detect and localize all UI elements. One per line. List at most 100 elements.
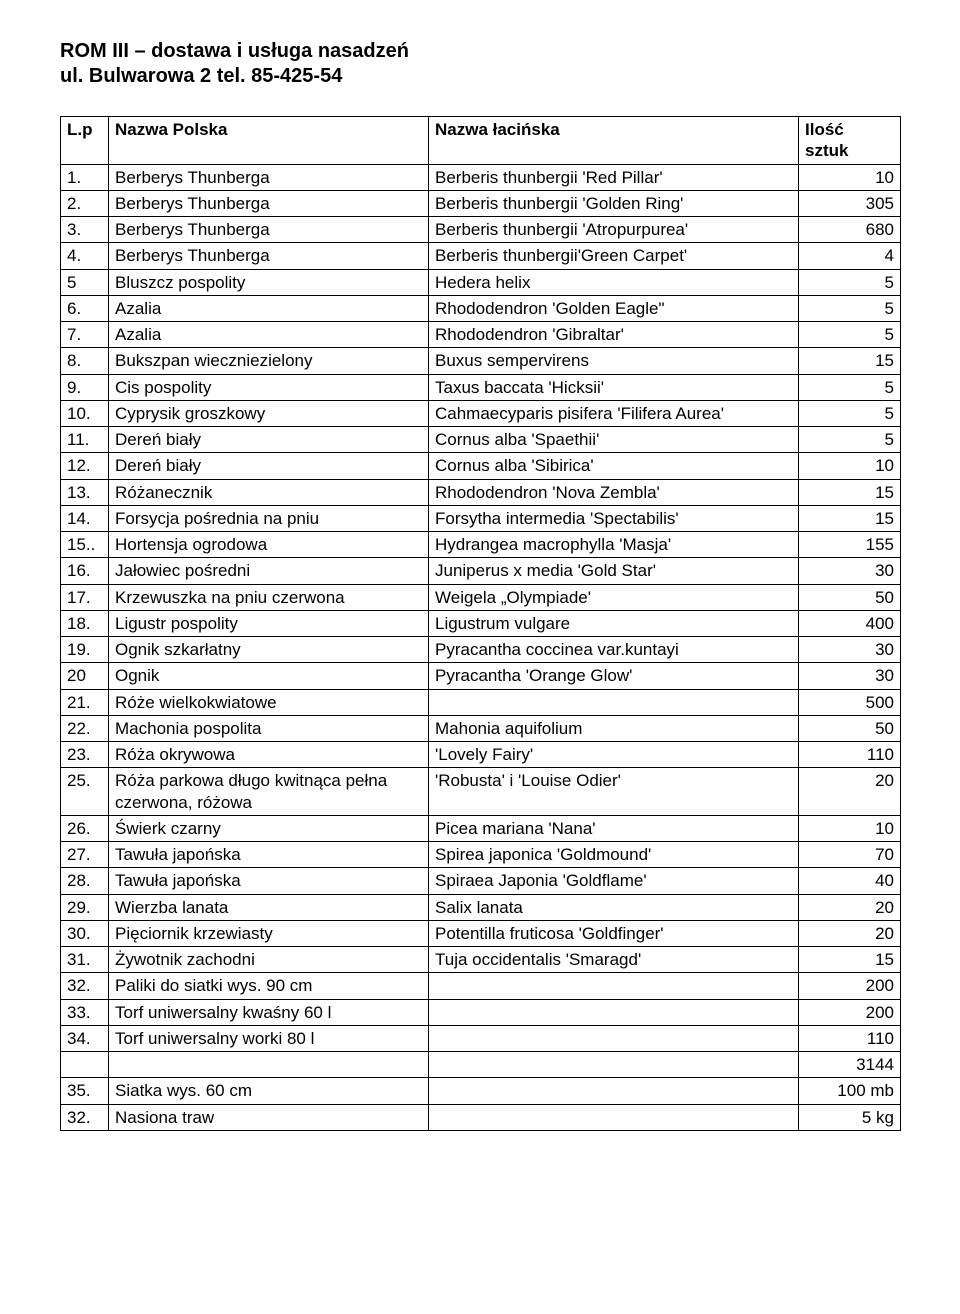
cell-polish: Nasiona traw (109, 1104, 429, 1130)
cell-qty: 15 (799, 505, 901, 531)
cell-latin: Ligustrum vulgare (429, 610, 799, 636)
cell-qty: 500 (799, 689, 901, 715)
cell-latin: Berberis thunbergii 'Golden Ring' (429, 190, 799, 216)
table-row: 27.Tawuła japońskaSpirea japonica 'Goldm… (61, 842, 901, 868)
cell-polish: Róża okrywowa (109, 742, 429, 768)
cell-latin (429, 1025, 799, 1051)
col-qty: Ilość sztuk (799, 117, 901, 165)
cell-lp: 2. (61, 190, 109, 216)
cell-polish: Krzewuszka na pniu czerwona (109, 584, 429, 610)
plants-table: L.p Nazwa Polska Nazwa łacińska Ilość sz… (60, 116, 901, 1131)
cell-lp: 10. (61, 400, 109, 426)
cell-polish: Forsycja pośrednia na pniu (109, 505, 429, 531)
cell-polish: Berberys Thunberga (109, 164, 429, 190)
cell-latin (429, 973, 799, 999)
cell-qty: 10 (799, 164, 901, 190)
cell-latin: Hedera helix (429, 269, 799, 295)
table-row: 16.Jałowiec pośredniJuniperus x media 'G… (61, 558, 901, 584)
cell-latin: Taxus baccata 'Hicksii' (429, 374, 799, 400)
table-row: 21.Róże wielkokwiatowe500 (61, 689, 901, 715)
table-row: 9.Cis pospolityTaxus baccata 'Hicksii'5 (61, 374, 901, 400)
cell-lp: 9. (61, 374, 109, 400)
cell-lp: 14. (61, 505, 109, 531)
cell-polish: Cyprysik groszkowy (109, 400, 429, 426)
cell-lp: 25. (61, 768, 109, 816)
cell-polish: Świerk czarny (109, 815, 429, 841)
cell-qty: 20 (799, 920, 901, 946)
cell-polish: Torf uniwersalny worki 80 l (109, 1025, 429, 1051)
cell-qty: 5 (799, 295, 901, 321)
cell-lp: 13. (61, 479, 109, 505)
table-row: 35.Siatka wys. 60 cm100 mb (61, 1078, 901, 1104)
cell-latin: Weigela „Olympiade' (429, 584, 799, 610)
cell-qty: 30 (799, 558, 901, 584)
cell-qty: 3144 (799, 1052, 901, 1078)
cell-polish: Paliki do siatki wys. 90 cm (109, 973, 429, 999)
table-row: 29.Wierzba lanataSalix lanata20 (61, 894, 901, 920)
cell-qty: 30 (799, 663, 901, 689)
cell-polish: Róża parkowa długo kwitnąca pełna czerwo… (109, 768, 429, 816)
cell-latin: Pyracantha 'Orange Glow' (429, 663, 799, 689)
page-title-line1: ROM III – dostawa i usługa nasadzeń (60, 40, 900, 63)
cell-lp: 7. (61, 322, 109, 348)
cell-qty: 15 (799, 947, 901, 973)
table-row: 22.Machonia pospolitaMahonia aquifolium5… (61, 715, 901, 741)
cell-lp: 29. (61, 894, 109, 920)
cell-qty: 30 (799, 637, 901, 663)
cell-lp: 20 (61, 663, 109, 689)
cell-qty: 680 (799, 217, 901, 243)
cell-qty: 5 (799, 374, 901, 400)
cell-lp: 6. (61, 295, 109, 321)
cell-polish: Berberys Thunberga (109, 217, 429, 243)
table-row: 13.RóżanecznikRhododendron 'Nova Zembla'… (61, 479, 901, 505)
cell-qty: 15 (799, 348, 901, 374)
table-row: 6.AzaliaRhododendron 'Golden Eagle"5 (61, 295, 901, 321)
cell-qty: 70 (799, 842, 901, 868)
cell-qty: 110 (799, 1025, 901, 1051)
cell-latin: Spirea japonica 'Goldmound' (429, 842, 799, 868)
table-row: 32.Nasiona traw5 kg (61, 1104, 901, 1130)
cell-polish: Żywotnik zachodni (109, 947, 429, 973)
cell-qty: 50 (799, 715, 901, 741)
cell-latin: Spiraea Japonia 'Goldflame' (429, 868, 799, 894)
cell-polish: Torf uniwersalny kwaśny 60 l (109, 999, 429, 1025)
table-row: 34.Torf uniwersalny worki 80 l110 (61, 1025, 901, 1051)
col-latin: Nazwa łacińska (429, 117, 799, 165)
cell-lp: 21. (61, 689, 109, 715)
cell-lp: 28. (61, 868, 109, 894)
cell-qty: 305 (799, 190, 901, 216)
cell-lp: 33. (61, 999, 109, 1025)
cell-lp: 16. (61, 558, 109, 584)
table-row: 14.Forsycja pośrednia na pniuForsytha in… (61, 505, 901, 531)
table-row: 3.Berberys ThunbergaBerberis thunbergii … (61, 217, 901, 243)
cell-qty: 20 (799, 894, 901, 920)
table-row: 8.Bukszpan wieczniezielonyBuxus sempervi… (61, 348, 901, 374)
table-header-row: L.p Nazwa Polska Nazwa łacińska Ilość sz… (61, 117, 901, 165)
cell-qty: 5 (799, 400, 901, 426)
table-row: 15..Hortensja ogrodowaHydrangea macrophy… (61, 532, 901, 558)
table-row: 18.Ligustr pospolityLigustrum vulgare400 (61, 610, 901, 636)
table-row: 4.Berberys ThunbergaBerberis thunbergii'… (61, 243, 901, 269)
cell-polish: Ligustr pospolity (109, 610, 429, 636)
cell-polish: Azalia (109, 295, 429, 321)
table-row: 31.Żywotnik zachodniTuja occidentalis 'S… (61, 947, 901, 973)
cell-polish: Cis pospolity (109, 374, 429, 400)
cell-polish: Ognik (109, 663, 429, 689)
table-row: 28.Tawuła japońskaSpiraea Japonia 'Goldf… (61, 868, 901, 894)
cell-lp: 35. (61, 1078, 109, 1104)
cell-polish: Jałowiec pośredni (109, 558, 429, 584)
cell-latin: Forsytha intermedia 'Spectabilis' (429, 505, 799, 531)
cell-latin: 'Lovely Fairy' (429, 742, 799, 768)
cell-qty: 20 (799, 768, 901, 816)
cell-latin: Rhododendron 'Golden Eagle" (429, 295, 799, 321)
col-polish: Nazwa Polska (109, 117, 429, 165)
cell-latin: Pyracantha coccinea var.kuntayi (429, 637, 799, 663)
cell-qty: 100 mb (799, 1078, 901, 1104)
cell-polish: Bluszcz pospolity (109, 269, 429, 295)
cell-latin: Berberis thunbergii 'Atropurpurea' (429, 217, 799, 243)
cell-lp: 19. (61, 637, 109, 663)
table-row: 7.AzaliaRhododendron 'Gibraltar'5 (61, 322, 901, 348)
cell-latin: Berberis thunbergii'Green Carpet' (429, 243, 799, 269)
table-body: 1.Berberys ThunbergaBerberis thunbergii … (61, 164, 901, 1130)
cell-qty: 155 (799, 532, 901, 558)
